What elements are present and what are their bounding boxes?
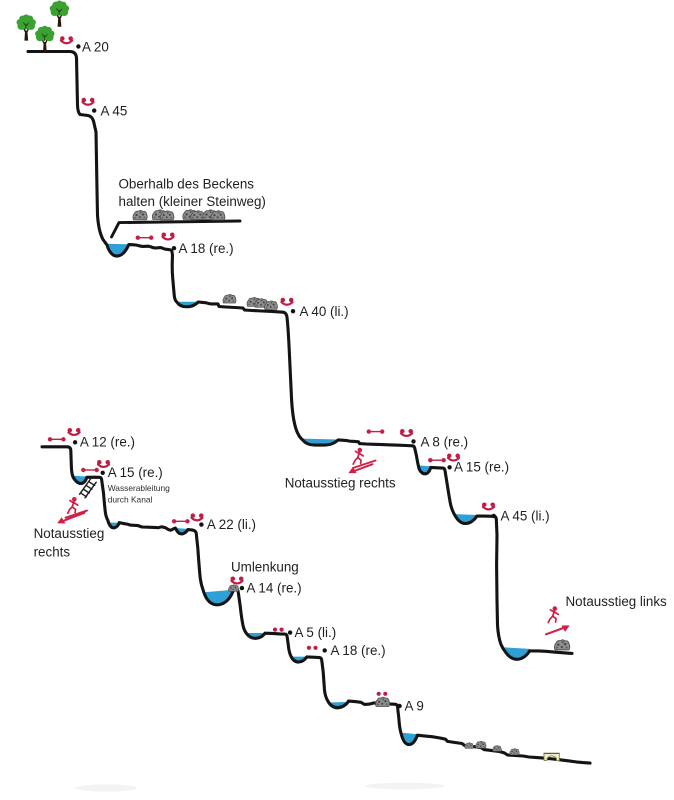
- svg-text:A 20: A 20: [82, 39, 109, 54]
- svg-text:Umlenkung: Umlenkung: [231, 560, 299, 575]
- svg-text:Wasserableitung: Wasserableitung: [108, 483, 170, 493]
- svg-text:Notausstieg rechts: Notausstieg rechts: [285, 476, 396, 491]
- svg-text:A 5 (li.): A 5 (li.): [295, 625, 337, 640]
- svg-text:durch Kanal: durch Kanal: [108, 494, 153, 504]
- svg-text:halten (kleiner Steinweg): halten (kleiner Steinweg): [119, 194, 266, 209]
- svg-text:A 15 (re.): A 15 (re.): [454, 459, 509, 474]
- svg-text:A 9: A 9: [405, 699, 424, 714]
- svg-text:Notausstieg: Notausstieg: [34, 526, 105, 541]
- svg-text:rechts: rechts: [34, 544, 71, 559]
- svg-text:A 15 (re.): A 15 (re.): [108, 465, 163, 480]
- svg-text:A 14 (re.): A 14 (re.): [247, 581, 302, 596]
- svg-text:Oberhalb des Beckens: Oberhalb des Beckens: [119, 177, 255, 192]
- svg-text:A 40 (li.): A 40 (li.): [300, 304, 349, 319]
- svg-text:A 22 (li.): A 22 (li.): [207, 517, 256, 532]
- svg-text:A 45 (li.): A 45 (li.): [501, 508, 550, 523]
- svg-text:A 45: A 45: [101, 103, 128, 118]
- svg-text:A 12 (re.): A 12 (re.): [80, 435, 135, 450]
- svg-text:A 18 (re.): A 18 (re.): [331, 643, 386, 658]
- svg-text:Notausstieg links: Notausstieg links: [566, 594, 668, 609]
- svg-text:A 18 (re.): A 18 (re.): [179, 241, 234, 256]
- svg-text:A 8 (re.): A 8 (re.): [421, 434, 469, 449]
